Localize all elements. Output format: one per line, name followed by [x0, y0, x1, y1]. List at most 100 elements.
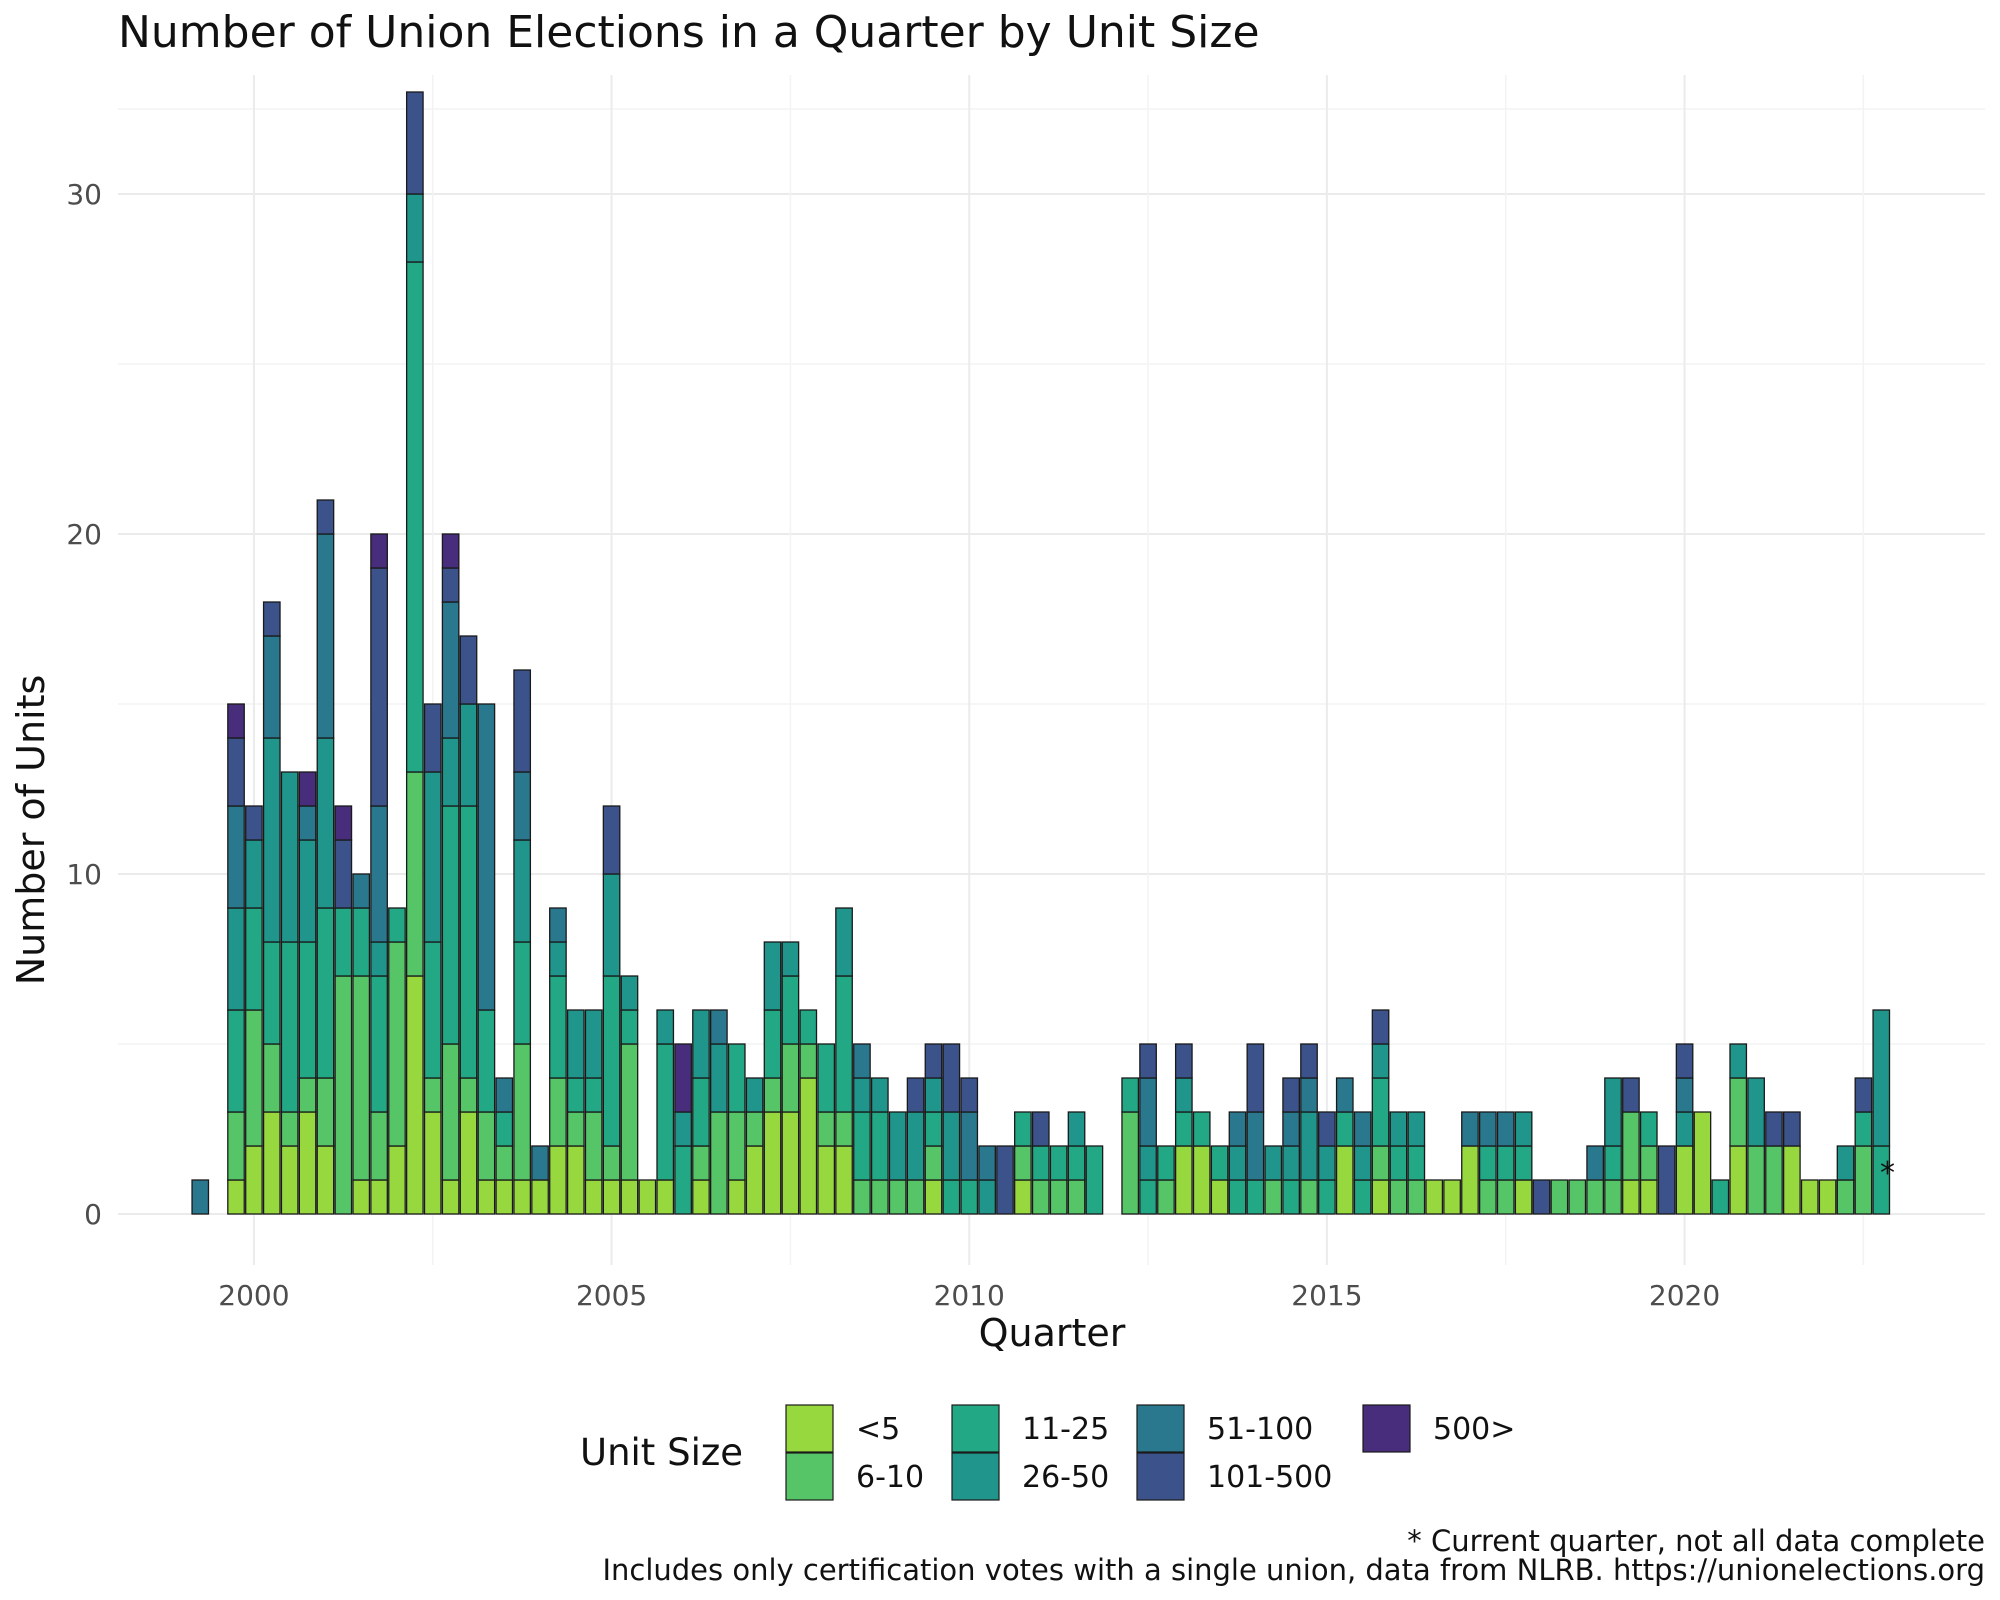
bar-segment-2 [298, 1077, 317, 1113]
bar-segment-2 [906, 1179, 925, 1215]
bar-segment-1 [477, 1179, 496, 1215]
x-tick-label: 2005 [576, 1279, 647, 1312]
bar-segment-7 [227, 703, 245, 739]
bar-segment-5 [1335, 1077, 1354, 1113]
bar-segment-3 [602, 975, 621, 1147]
bar-segment-4 [566, 1009, 585, 1079]
legend-swatch [1136, 1404, 1185, 1453]
bar-segment-5 [298, 805, 317, 841]
bar-segment-1 [566, 1145, 585, 1215]
bar-segment-4 [1371, 1043, 1390, 1079]
bar-segment-6 [1139, 1043, 1157, 1079]
bar-segment-6 [1318, 1111, 1336, 1147]
bar-segment-1 [531, 1179, 549, 1215]
bar-segment-2 [870, 1179, 889, 1215]
bar-segment-2 [1496, 1179, 1515, 1215]
bar-segment-3 [495, 1111, 514, 1147]
bar-segment-7 [370, 533, 388, 569]
bar-segment-2 [1389, 1179, 1408, 1215]
bar-segment-3 [781, 975, 800, 1045]
bar-segment-3 [298, 941, 317, 1079]
bar-segment-1 [495, 1179, 514, 1215]
bar-segment-6 [262, 601, 281, 637]
bar-segment-5 [1246, 1111, 1265, 1181]
bar-segment-3 [549, 975, 567, 1079]
bar-segment-4 [584, 1009, 603, 1079]
bar-segment-3 [924, 1111, 943, 1147]
legend-label: 6-10 [856, 1460, 924, 1495]
bar-segment-4 [835, 907, 853, 977]
bar-segment-1 [227, 1179, 245, 1215]
bar-segment-2 [1157, 1179, 1175, 1215]
bar-segment-4 [227, 907, 245, 1011]
bar-segment-3 [1604, 1145, 1622, 1181]
bar-segment-6 [1532, 1179, 1551, 1215]
y-axis-title: Number of Units [9, 675, 53, 986]
bar-segment-1 [370, 1179, 388, 1215]
current-quarter-marker: * [1880, 1156, 1895, 1191]
bar-segment-4 [405, 193, 424, 263]
bar-segment-1 [835, 1145, 853, 1215]
bar-segment-2 [1121, 1111, 1140, 1215]
bar-segment-4 [1729, 1043, 1748, 1079]
bar-segment-3 [423, 941, 442, 1079]
bar-segment-6 [960, 1077, 979, 1113]
bar-segment-6 [1246, 1043, 1265, 1113]
bar-segment-4 [656, 1009, 675, 1045]
bar-segment-6 [1300, 1043, 1318, 1079]
bar-segment-3 [477, 1009, 496, 1113]
bar-segment-1 [602, 1179, 621, 1215]
bar-segment-3 [674, 1145, 692, 1215]
bar-segment-4 [1139, 1145, 1157, 1181]
bar-segment-3 [1711, 1179, 1730, 1215]
bar-segment-3 [763, 1009, 782, 1079]
bar-segment-1 [745, 1145, 764, 1215]
bar-segment-2 [370, 1111, 388, 1181]
bar-segment-3 [1639, 1111, 1658, 1147]
bar-segment-1 [245, 1145, 263, 1215]
bar-segment-2 [334, 975, 353, 1215]
bar-segment-2 [1550, 1179, 1569, 1215]
bar-segment-1 [763, 1111, 782, 1215]
bar-segment-5 [1228, 1111, 1247, 1147]
bar-segment-2 [441, 1043, 460, 1181]
bar-segment-3 [262, 941, 281, 1045]
bar-segment-6 [996, 1145, 1014, 1215]
bar-segment-4 [549, 941, 567, 977]
bar-segment-3 [459, 805, 478, 1079]
bar-segment-1 [1514, 1179, 1533, 1215]
bar-segment-1 [459, 1111, 478, 1215]
bar-segment-2 [853, 1179, 871, 1215]
bar-segment-1 [352, 1179, 371, 1215]
bar-segment-3 [405, 261, 424, 773]
bar-segment-2 [584, 1111, 603, 1181]
legend-swatch [951, 1452, 1000, 1501]
bar-segment-4 [978, 1179, 996, 1215]
caption-source: Includes only certification votes with a… [602, 1553, 1985, 1587]
bar-segment-2 [1622, 1111, 1640, 1181]
bar-segment-4 [1282, 1145, 1301, 1181]
bar-segment-3 [1496, 1145, 1515, 1181]
bar-segment-4 [692, 1009, 710, 1079]
bar-segment-6 [1031, 1111, 1050, 1147]
bar-segment-2 [405, 771, 424, 977]
bar-segment-1 [262, 1111, 281, 1215]
bar-segment-4 [1353, 1145, 1372, 1181]
bar-segment-6 [1782, 1111, 1801, 1147]
bar-segment-6 [1854, 1077, 1873, 1113]
bar-segment-4 [888, 1111, 907, 1181]
bar-segment-4 [316, 737, 335, 909]
bar-segment-6 [1371, 1009, 1390, 1045]
bar-segment-5 [1586, 1145, 1605, 1181]
bar-segment-5 [710, 1009, 728, 1045]
bar-segment-5 [978, 1145, 996, 1181]
bar-segment-4 [1067, 1111, 1086, 1147]
bar-segment-5 [352, 873, 371, 909]
bar-segment-2 [388, 941, 406, 1147]
bar-segment-4 [924, 1077, 943, 1113]
bar-segment-1 [799, 1077, 818, 1215]
bar-segment-1 [1693, 1111, 1712, 1215]
bar-segment-3 [1067, 1145, 1086, 1181]
bar-segment-3 [245, 907, 263, 1011]
caption-note: * Current quarter, not all data complete [1407, 1524, 1985, 1558]
